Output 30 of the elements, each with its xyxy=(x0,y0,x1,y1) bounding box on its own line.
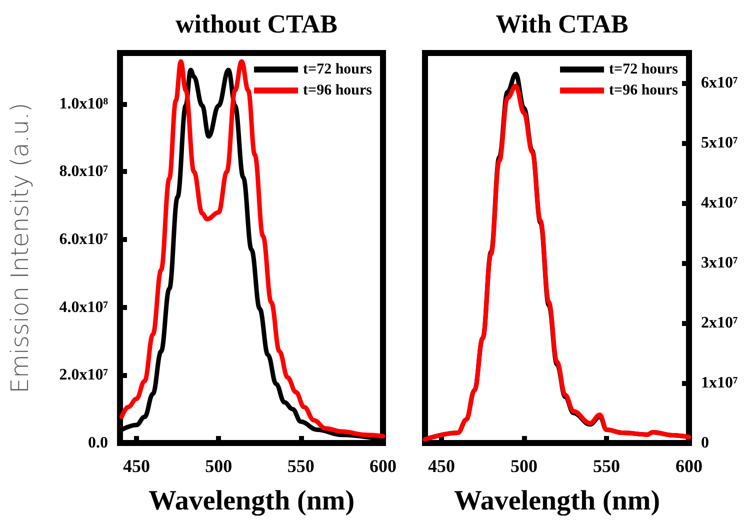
x-tick-label: 450 xyxy=(122,456,150,476)
y2-tick-label: 5x10⁷ xyxy=(701,134,738,152)
y2-tick-label: 2x10⁷ xyxy=(701,314,738,332)
y2-tick-label: 6x10⁷ xyxy=(701,74,738,92)
legend-label: t=96 hours xyxy=(609,82,678,98)
x-tick-label: 450 xyxy=(428,456,455,476)
x-axis-title: Wavelength (nm) xyxy=(148,486,355,516)
x-tick-label: 600 xyxy=(370,456,396,476)
y-tick-label: 4.0x10⁷ xyxy=(59,298,108,316)
x-tick-label: 550 xyxy=(287,456,314,476)
chart-title: without CTAB xyxy=(175,10,338,38)
x-tick-label: 500 xyxy=(205,456,232,476)
y-tick-label: 1.0x10⁸ xyxy=(59,95,108,112)
y-tick-label: 8.0x10⁷ xyxy=(59,163,108,180)
y2-tick-label: 4x10⁷ xyxy=(701,194,738,212)
y2-tick-label: 0 xyxy=(701,434,709,452)
chart-title: With CTAB xyxy=(496,10,628,38)
x-tick-label: 600 xyxy=(676,456,702,476)
y2-tick-label: 1x10⁷ xyxy=(701,374,738,392)
legend-label: t=72 hours xyxy=(609,62,678,78)
x-axis-title: Wavelength (nm) xyxy=(454,486,660,516)
y-tick-label: 6.0x10⁷ xyxy=(59,231,108,248)
y-tick-label: 2.0x10⁷ xyxy=(59,366,108,384)
legend-label: t=96 hours xyxy=(303,82,372,98)
y-axis-title: Emission Intensity (a.u.) xyxy=(6,102,34,394)
y2-tick-label: 3x10⁷ xyxy=(701,254,738,272)
x-tick-label: 500 xyxy=(510,456,538,476)
legend-label: t=72 hours xyxy=(303,62,372,78)
x-tick-label: 550 xyxy=(593,456,620,476)
y-tick-label: 0.0 xyxy=(88,434,108,452)
